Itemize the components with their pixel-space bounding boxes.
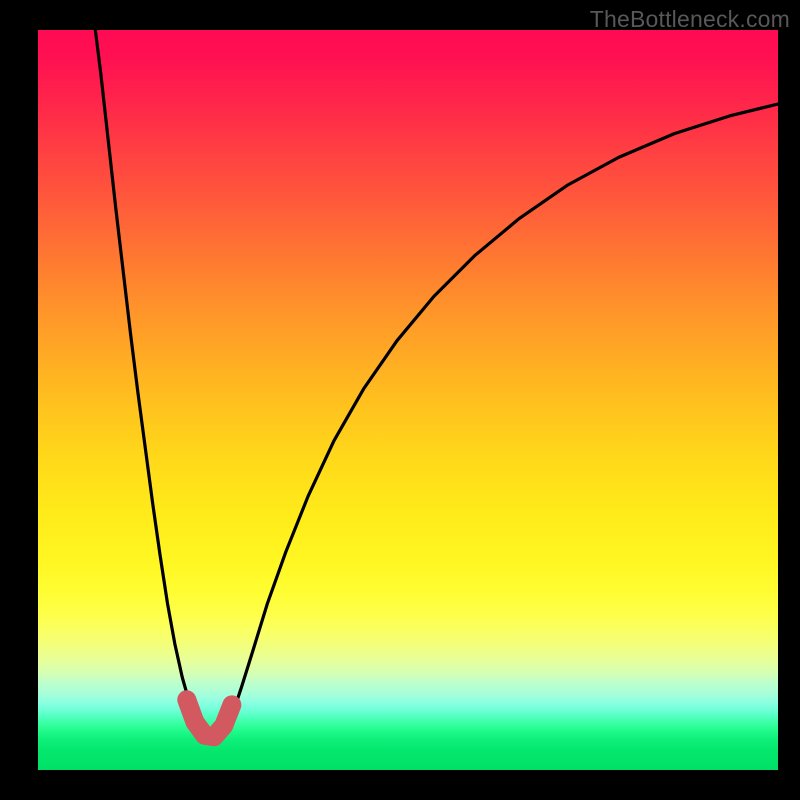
watermark-text: TheBottleneck.com: [590, 6, 790, 33]
gradient-background: [38, 30, 778, 770]
figure-root: TheBottleneck.com: [0, 0, 800, 800]
chart-svg: [38, 30, 778, 770]
plot-area: [38, 30, 778, 770]
